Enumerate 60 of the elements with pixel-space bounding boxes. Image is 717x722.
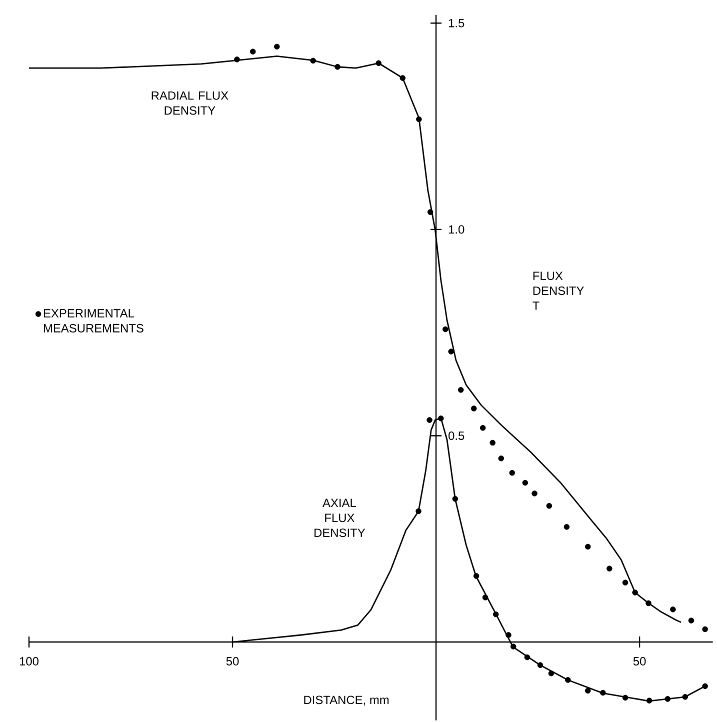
point (416, 508, 422, 514)
point (688, 618, 694, 624)
point (234, 56, 240, 62)
point (670, 606, 676, 612)
x-tick-label: 50 (633, 657, 646, 666)
point (458, 387, 464, 393)
point (664, 696, 671, 702)
point (537, 662, 544, 668)
y-axis-title: FLUX DENSITY T (532, 272, 584, 310)
legend-label: EXPERIMENTAL MEASUREMENTS (44, 309, 144, 332)
text: RADIAL FLUX DENSITY (152, 91, 228, 115)
text: AXIAL FLUX DENSITY (314, 498, 366, 538)
point (473, 573, 480, 579)
point (565, 677, 571, 683)
point (310, 58, 316, 64)
point (646, 698, 652, 704)
x-tick-label: 50 (226, 657, 239, 666)
point (632, 590, 638, 596)
point (376, 60, 382, 66)
point (506, 632, 512, 638)
point (492, 611, 499, 618)
y-tick-label: 0.5 (448, 431, 464, 440)
point (564, 524, 570, 530)
point (702, 626, 708, 632)
point (510, 644, 516, 650)
point (584, 544, 591, 550)
point (274, 44, 280, 50)
point (482, 594, 488, 600)
y-tick-label: 1.5 (448, 18, 464, 28)
x-tick-label: 100 (20, 657, 39, 666)
point (522, 480, 528, 486)
point (416, 116, 422, 122)
point (509, 470, 516, 476)
y-tick-label: 1.0 (448, 225, 464, 234)
point (548, 670, 554, 676)
point (600, 690, 606, 696)
point (622, 694, 628, 701)
point (438, 416, 444, 422)
point (490, 440, 496, 446)
point (682, 694, 688, 700)
point (470, 406, 477, 412)
point (442, 326, 448, 332)
point (452, 496, 458, 502)
point (546, 502, 552, 509)
point (334, 64, 340, 70)
point (584, 688, 591, 694)
point (498, 456, 504, 462)
point (646, 600, 652, 606)
point (702, 683, 708, 690)
point (400, 75, 406, 81)
point (426, 417, 432, 423)
point (250, 48, 256, 54)
point (427, 209, 434, 215)
point (606, 566, 612, 572)
point (622, 580, 628, 586)
point (524, 654, 530, 660)
x-axis-title: DISTANCE, mm (304, 696, 389, 706)
point (480, 424, 486, 431)
point (532, 490, 538, 496)
point (448, 348, 454, 354)
